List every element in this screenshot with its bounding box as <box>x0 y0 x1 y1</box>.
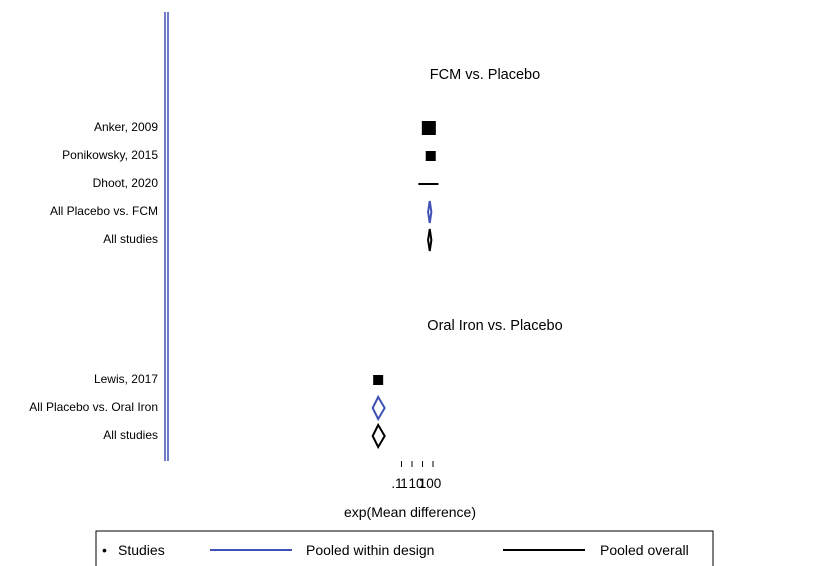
legend: • Studies Pooled within design Pooled ov… <box>95 530 714 566</box>
study-point-marker <box>373 375 384 385</box>
legend-label-pooled-within: Pooled within design <box>306 542 434 558</box>
study-label: Dhoot, 2020 <box>93 176 159 190</box>
study-label: Lewis, 2017 <box>94 372 158 386</box>
x-tick-label: 100 <box>419 476 442 491</box>
study-label: Anker, 2009 <box>94 120 158 134</box>
study-point-marker <box>421 121 436 135</box>
group-title-oral-iron: Oral Iron vs. Placebo <box>427 318 562 334</box>
legend-bullet-icon: • <box>102 542 107 558</box>
pooled-within-label: All Placebo vs. FCM <box>50 204 158 218</box>
study-label: Ponikowsky, 2015 <box>62 148 158 162</box>
x-axis-title: exp(Mean difference) <box>344 504 476 520</box>
legend-label-pooled-overall: Pooled overall <box>600 542 689 558</box>
pooled-within-label: All Placebo vs. Oral Iron <box>29 400 158 414</box>
group-title-fcm: FCM vs. Placebo <box>430 67 540 83</box>
pooled-within-diamond <box>371 394 386 422</box>
pooled-within-diamond <box>427 200 433 224</box>
x-tick-label: 10 <box>408 476 423 491</box>
study-point-marker <box>425 151 436 161</box>
legend-label-studies: Studies <box>118 542 165 558</box>
legend-box <box>95 530 714 566</box>
pooled-overall-diamond <box>427 228 433 252</box>
x-tick-label: 1 <box>400 476 408 491</box>
pooled-overall-label: All studies <box>103 428 158 442</box>
pooled-overall-diamond <box>371 422 386 450</box>
plot-marks <box>371 121 439 450</box>
pooled-overall-label: All studies <box>103 232 158 246</box>
study-labels: Anker, 2009 Ponikowsky, 2015 Dhoot, 2020 Al… <box>29 120 158 442</box>
x-tick-label: .1 <box>391 476 402 491</box>
